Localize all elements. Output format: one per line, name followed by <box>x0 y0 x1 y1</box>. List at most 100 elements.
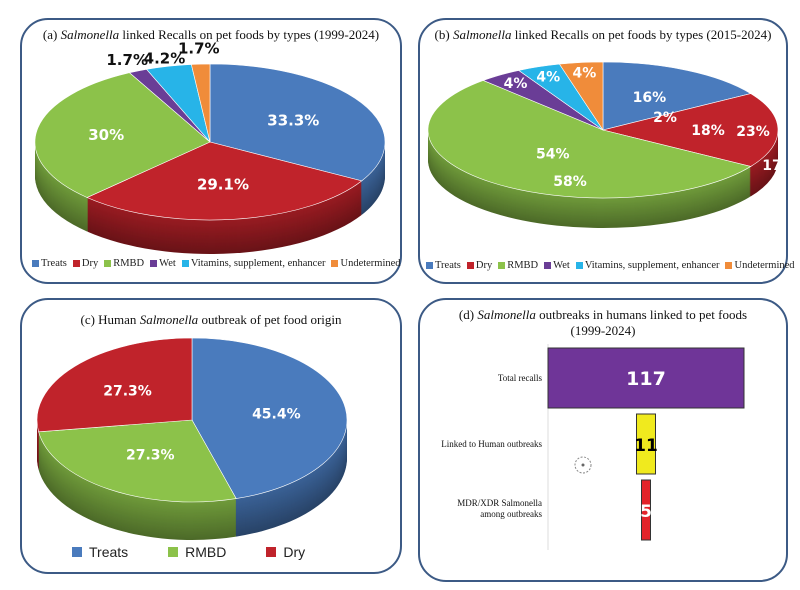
pie-label: 1.7% <box>178 40 220 58</box>
pie-annotation: 2% <box>653 110 677 126</box>
legend-item: Wet <box>150 258 176 269</box>
legend-item: RMBD <box>168 544 226 560</box>
legend-label: Vitamins, supplement, enhancer <box>584 260 720 271</box>
pie-label: 29.1% <box>197 176 249 194</box>
pie-annotation: 23% <box>736 124 770 140</box>
legend-label: Dry <box>81 258 99 269</box>
pie-slice-dry <box>86 141 363 221</box>
legend-swatch <box>544 262 552 269</box>
pie-label: 4.2% <box>144 50 186 68</box>
pie-chart-c: 45.4% 27.3% 27.3% <box>36 337 348 540</box>
legend-swatch <box>150 260 158 267</box>
pie-annotation: 58% <box>553 174 587 190</box>
pie-slice-undetermined <box>190 63 211 143</box>
bar-value-label: 117 <box>626 368 666 390</box>
panel-d-title: (d) Salmonella outbreaks in humans linke… <box>458 307 748 338</box>
legend-swatch <box>72 260 80 267</box>
pie-label: 16% <box>633 90 667 106</box>
legend-c: Treats RMBD Dry <box>72 544 305 560</box>
legend-item: Wet <box>544 260 570 271</box>
pie-slice-rmbd <box>427 80 752 199</box>
pie-label: 33.3% <box>267 112 319 130</box>
legend-item: Dry <box>266 544 305 560</box>
legend-swatch <box>466 262 474 269</box>
legend-b: Treats Dry RMBD Wet Vitamins, supplement, en… <box>426 260 795 271</box>
legend-label: Treats <box>89 544 129 560</box>
legend-a: Treats Dry RMBD Wet Vitamins, supplement, en… <box>32 258 401 269</box>
legend-item: Vitamins, supplement, enhancer <box>575 260 720 271</box>
legend-swatch <box>426 262 433 269</box>
legend-swatch <box>104 260 112 267</box>
pie-chart-b: 16% 18% 54% 4% 4% 4% 2% 23% 58% 17 <box>427 61 782 229</box>
legend-label: Dry <box>283 544 306 560</box>
legend-swatch <box>72 547 82 557</box>
legend-label: Undetermined <box>340 258 401 269</box>
panel-b-title: (b) Salmonella linked Recalls on pet foo… <box>434 27 772 42</box>
pie-slice-undetermined <box>558 61 604 131</box>
legend-swatch <box>168 547 179 557</box>
legend-label: Treats <box>435 260 461 271</box>
pie-annotation: 17 <box>762 158 781 174</box>
category-label: Total recalls <box>498 373 543 383</box>
legend-label: RMBD <box>507 260 539 271</box>
bar-0 <box>547 347 745 409</box>
panel-b: (b) Salmonella linked Recalls on pet foo… <box>418 18 795 284</box>
panel-a: (a) Salmonella linked Recalls on pet foo… <box>20 18 402 284</box>
legend-item: Treats <box>426 260 461 271</box>
pie-label: 1.7% <box>106 51 148 69</box>
panel-a-title: (a) Salmonella linked Recalls on pet foo… <box>42 27 380 42</box>
legend-label: RMBD <box>113 258 145 269</box>
legend-label: Wet <box>159 258 176 269</box>
legend-item: RMBD <box>498 260 538 271</box>
legend-swatch <box>498 262 506 269</box>
bar-1 <box>636 413 656 475</box>
pie-slice-treats <box>209 63 386 182</box>
bar-2 <box>641 479 651 541</box>
category-label: MDR/XDR Salmonella <box>457 498 542 508</box>
legend-item: Dry <box>72 258 99 269</box>
legend-swatch <box>181 260 189 267</box>
legend-item: Undetermined <box>725 260 795 271</box>
legend-item: RMBD <box>104 258 144 269</box>
pie-label: 27.3% <box>103 383 152 399</box>
bar-chart-d: 117 11 5 Total recalls Linked to Human outbr… <box>441 344 745 550</box>
legend-label: Wet <box>553 260 570 271</box>
legend-label: RMBD <box>185 544 227 560</box>
move-handle-dot <box>581 463 585 467</box>
move-handle-icon <box>574 456 592 474</box>
legend-swatch <box>575 262 583 269</box>
pie-slice-treats <box>191 337 348 499</box>
pie-slice-dry <box>602 93 779 167</box>
pie-label: 4% <box>504 76 528 92</box>
legend-label: Dry <box>475 260 493 271</box>
legend-swatch <box>32 260 39 267</box>
panel-c: (c) Human Salmonella outbreak of pet foo… <box>20 298 402 574</box>
legend-swatch <box>331 260 339 267</box>
legend-item: Undetermined <box>331 258 401 269</box>
pie-label: 30% <box>88 126 124 144</box>
pie-label: 4% <box>572 66 596 82</box>
pie-slice-rmbd <box>34 72 211 198</box>
category-label: among outbreaks <box>480 509 542 519</box>
bar-value-label: 5 <box>640 502 652 522</box>
legend-item: Treats <box>72 544 128 560</box>
legend-label: Vitamins, supplement, enhancer <box>190 258 326 269</box>
category-label: Linked to Human outbreaks <box>441 439 542 449</box>
pie-slice-treats <box>602 61 752 131</box>
pie-label: 4% <box>536 69 560 85</box>
pie-chart-a: 33.3% 29.1% 30% 1.7%4.2%1.7% <box>34 40 386 254</box>
pie-label: 18% <box>691 123 725 139</box>
legend-item: Treats <box>32 258 67 269</box>
legend-swatch <box>266 547 277 557</box>
legend-item: Vitamins, supplement, enhancer <box>181 258 326 269</box>
legend-swatch <box>725 262 733 269</box>
pie-label: 27.3% <box>126 448 175 464</box>
legend-label: Treats <box>41 258 67 269</box>
bar-value-label: 11 <box>634 436 658 456</box>
pie-slice-dry <box>36 337 193 433</box>
legend-item: Dry <box>466 260 493 271</box>
legend-label: Undetermined <box>734 260 795 271</box>
panel-c-title: (c) Human Salmonella outbreak of pet foo… <box>80 312 342 327</box>
panel-d: (d) Salmonella outbreaks in humans linke… <box>418 298 788 582</box>
pie-label: 45.4% <box>252 407 301 423</box>
